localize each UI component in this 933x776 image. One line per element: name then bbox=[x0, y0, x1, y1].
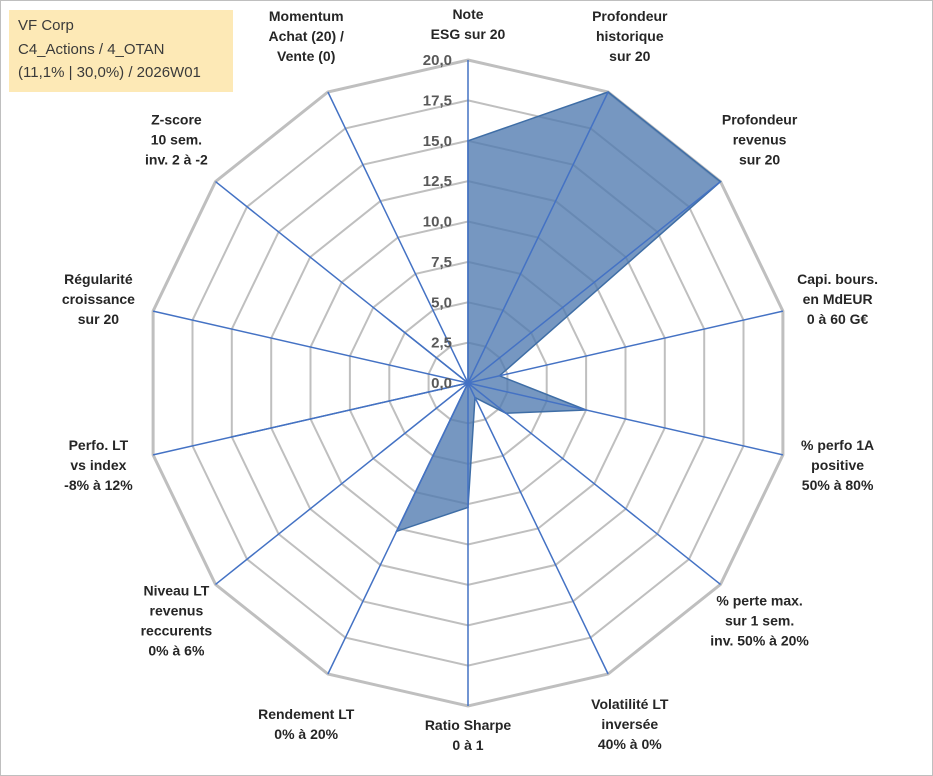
axis-label-2: Profondeur revenus sur 20 bbox=[722, 111, 798, 167]
axis-label-5: % perte max. sur 1 sem. inv. 50% à 20% bbox=[710, 593, 809, 649]
axis-label-6: Volatilité LT inversée 40% à 0% bbox=[591, 696, 669, 752]
axis-label-1-line-2: sur 20 bbox=[609, 48, 650, 64]
axis-label-9: Niveau LT revenus reccurents 0% à 6% bbox=[141, 583, 213, 659]
company-name: VF Corp bbox=[18, 17, 74, 34]
axis-label-0: Note ESG sur 20 bbox=[431, 6, 506, 42]
radar-area-layer bbox=[231, 91, 722, 533]
axis-label-12-line-1: 10 sem. bbox=[151, 131, 202, 147]
spoke-10 bbox=[152, 382, 469, 456]
axis-label-10-line-0: Perfo. LT bbox=[69, 437, 129, 453]
radar-tick-labels: 0,0 2,5 5,0 7,5 10,0 12,5 15,0 17,5 20,0 bbox=[423, 52, 452, 392]
axis-label-13-line-2: Vente (0) bbox=[277, 48, 335, 64]
axis-label-5-line-2: inv. 50% à 20% bbox=[710, 633, 809, 649]
axis-label-9-line-1: revenus bbox=[150, 603, 204, 619]
axis-label-13-line-1: Achat (20) / bbox=[268, 28, 344, 44]
spoke-12 bbox=[215, 181, 469, 384]
axis-label-5-line-1: sur 1 sem. bbox=[725, 613, 794, 629]
tick-label-0: 0,0 bbox=[431, 375, 452, 392]
axis-label-7-line-0: Ratio Sharpe bbox=[425, 717, 512, 733]
axis-label-1-line-1: historique bbox=[596, 28, 664, 44]
axis-label-5-line-0: % perte max. bbox=[716, 593, 802, 609]
portfolio-label: C4_Actions / 4_OTAN bbox=[18, 40, 165, 58]
axis-label-4-line-1: positive bbox=[811, 457, 864, 473]
axis-label-7: Ratio Sharpe 0 à 1 bbox=[425, 717, 512, 753]
axis-label-12: Z-score 10 sem. inv. 2 à -2 bbox=[145, 111, 208, 167]
axis-label-2-line-2: sur 20 bbox=[739, 151, 780, 167]
axis-label-7-line-1: 0 à 1 bbox=[452, 737, 483, 753]
tick-label-7: 17,5 bbox=[423, 92, 452, 109]
spoke-13 bbox=[327, 91, 469, 384]
axis-label-9-line-2: reccurents bbox=[141, 623, 213, 639]
axis-label-1-line-0: Profondeur bbox=[592, 8, 668, 24]
axis-label-6-line-2: 40% à 0% bbox=[598, 736, 662, 752]
radar-spokes bbox=[152, 60, 784, 706]
axis-label-11-line-0: Régularité bbox=[64, 271, 133, 287]
tick-label-6: 15,0 bbox=[423, 133, 452, 150]
axis-label-2-line-1: revenus bbox=[733, 131, 787, 147]
spoke-2 bbox=[467, 181, 721, 384]
spoke-1 bbox=[467, 91, 609, 384]
tick-label-8: 20,0 bbox=[423, 52, 452, 69]
axis-label-11-line-1: croissance bbox=[62, 291, 135, 307]
axis-label-13-line-0: Momentum bbox=[269, 8, 344, 24]
axis-label-11: Régularité croissance sur 20 bbox=[62, 271, 135, 327]
axis-label-12-line-2: inv. 2 à -2 bbox=[145, 151, 208, 167]
axis-label-10-line-1: vs index bbox=[70, 457, 126, 473]
axis-label-6-line-1: inversée bbox=[601, 716, 658, 732]
radar-axis-labels: Note ESG sur 20 Profondeur historique sur 20… bbox=[62, 6, 878, 753]
axis-label-4-line-2: 50% à 80% bbox=[802, 477, 874, 493]
tick-label-1: 2,5 bbox=[431, 335, 452, 352]
spoke-3 bbox=[467, 310, 784, 384]
axis-label-10-line-2: -8% à 12% bbox=[64, 477, 133, 493]
axis-label-4: % perfo 1A positive 50% à 80% bbox=[801, 437, 874, 493]
axis-label-3-line-2: 0 à 60 G€ bbox=[807, 311, 869, 327]
axis-label-9-line-0: Niveau LT bbox=[143, 583, 209, 599]
tick-label-4: 10,0 bbox=[423, 214, 452, 231]
tick-label-3: 7,5 bbox=[431, 254, 452, 271]
info-box: VF Corp C4_Actions / 4_OTAN (11,1% | 30,… bbox=[9, 10, 233, 92]
spoke-8 bbox=[327, 382, 469, 675]
axis-label-4-line-0: % perfo 1A bbox=[801, 437, 874, 453]
axis-label-3-line-1: en MdEUR bbox=[803, 291, 873, 307]
tick-label-2: 5,0 bbox=[431, 294, 452, 311]
axis-label-8: Rendement LT 0% à 20% bbox=[258, 706, 355, 742]
axis-label-9-line-3: 0% à 6% bbox=[148, 643, 205, 659]
period-label: (11,1% | 30,0%) / 2026W01 bbox=[18, 64, 201, 81]
spoke-5 bbox=[467, 382, 721, 585]
axis-label-0-line-1: ESG sur 20 bbox=[431, 26, 506, 42]
tick-label-5: 12,5 bbox=[423, 173, 452, 190]
axis-label-6-line-0: Volatilité LT bbox=[591, 696, 669, 712]
spoke-6 bbox=[467, 382, 609, 675]
axis-label-1: Profondeur historique sur 20 bbox=[592, 8, 668, 64]
spoke-9 bbox=[215, 382, 469, 585]
spoke-11 bbox=[152, 310, 469, 384]
axis-label-3: Capi. bours. en MdEUR 0 à 60 G€ bbox=[797, 271, 878, 327]
axis-label-11-line-2: sur 20 bbox=[78, 311, 119, 327]
axis-label-10: Perfo. LT vs index -8% à 12% bbox=[64, 437, 133, 493]
spoke-4 bbox=[467, 382, 784, 456]
axis-label-12-line-0: Z-score bbox=[151, 111, 202, 127]
axis-label-3-line-0: Capi. bours. bbox=[797, 271, 878, 287]
axis-label-2-line-0: Profondeur bbox=[722, 111, 798, 127]
axis-label-0-line-0: Note bbox=[452, 6, 483, 22]
axis-label-8-line-1: 0% à 20% bbox=[274, 726, 338, 742]
axis-label-13: Momentum Achat (20) / Vente (0) bbox=[268, 8, 344, 64]
axis-label-8-line-0: Rendement LT bbox=[258, 706, 355, 722]
